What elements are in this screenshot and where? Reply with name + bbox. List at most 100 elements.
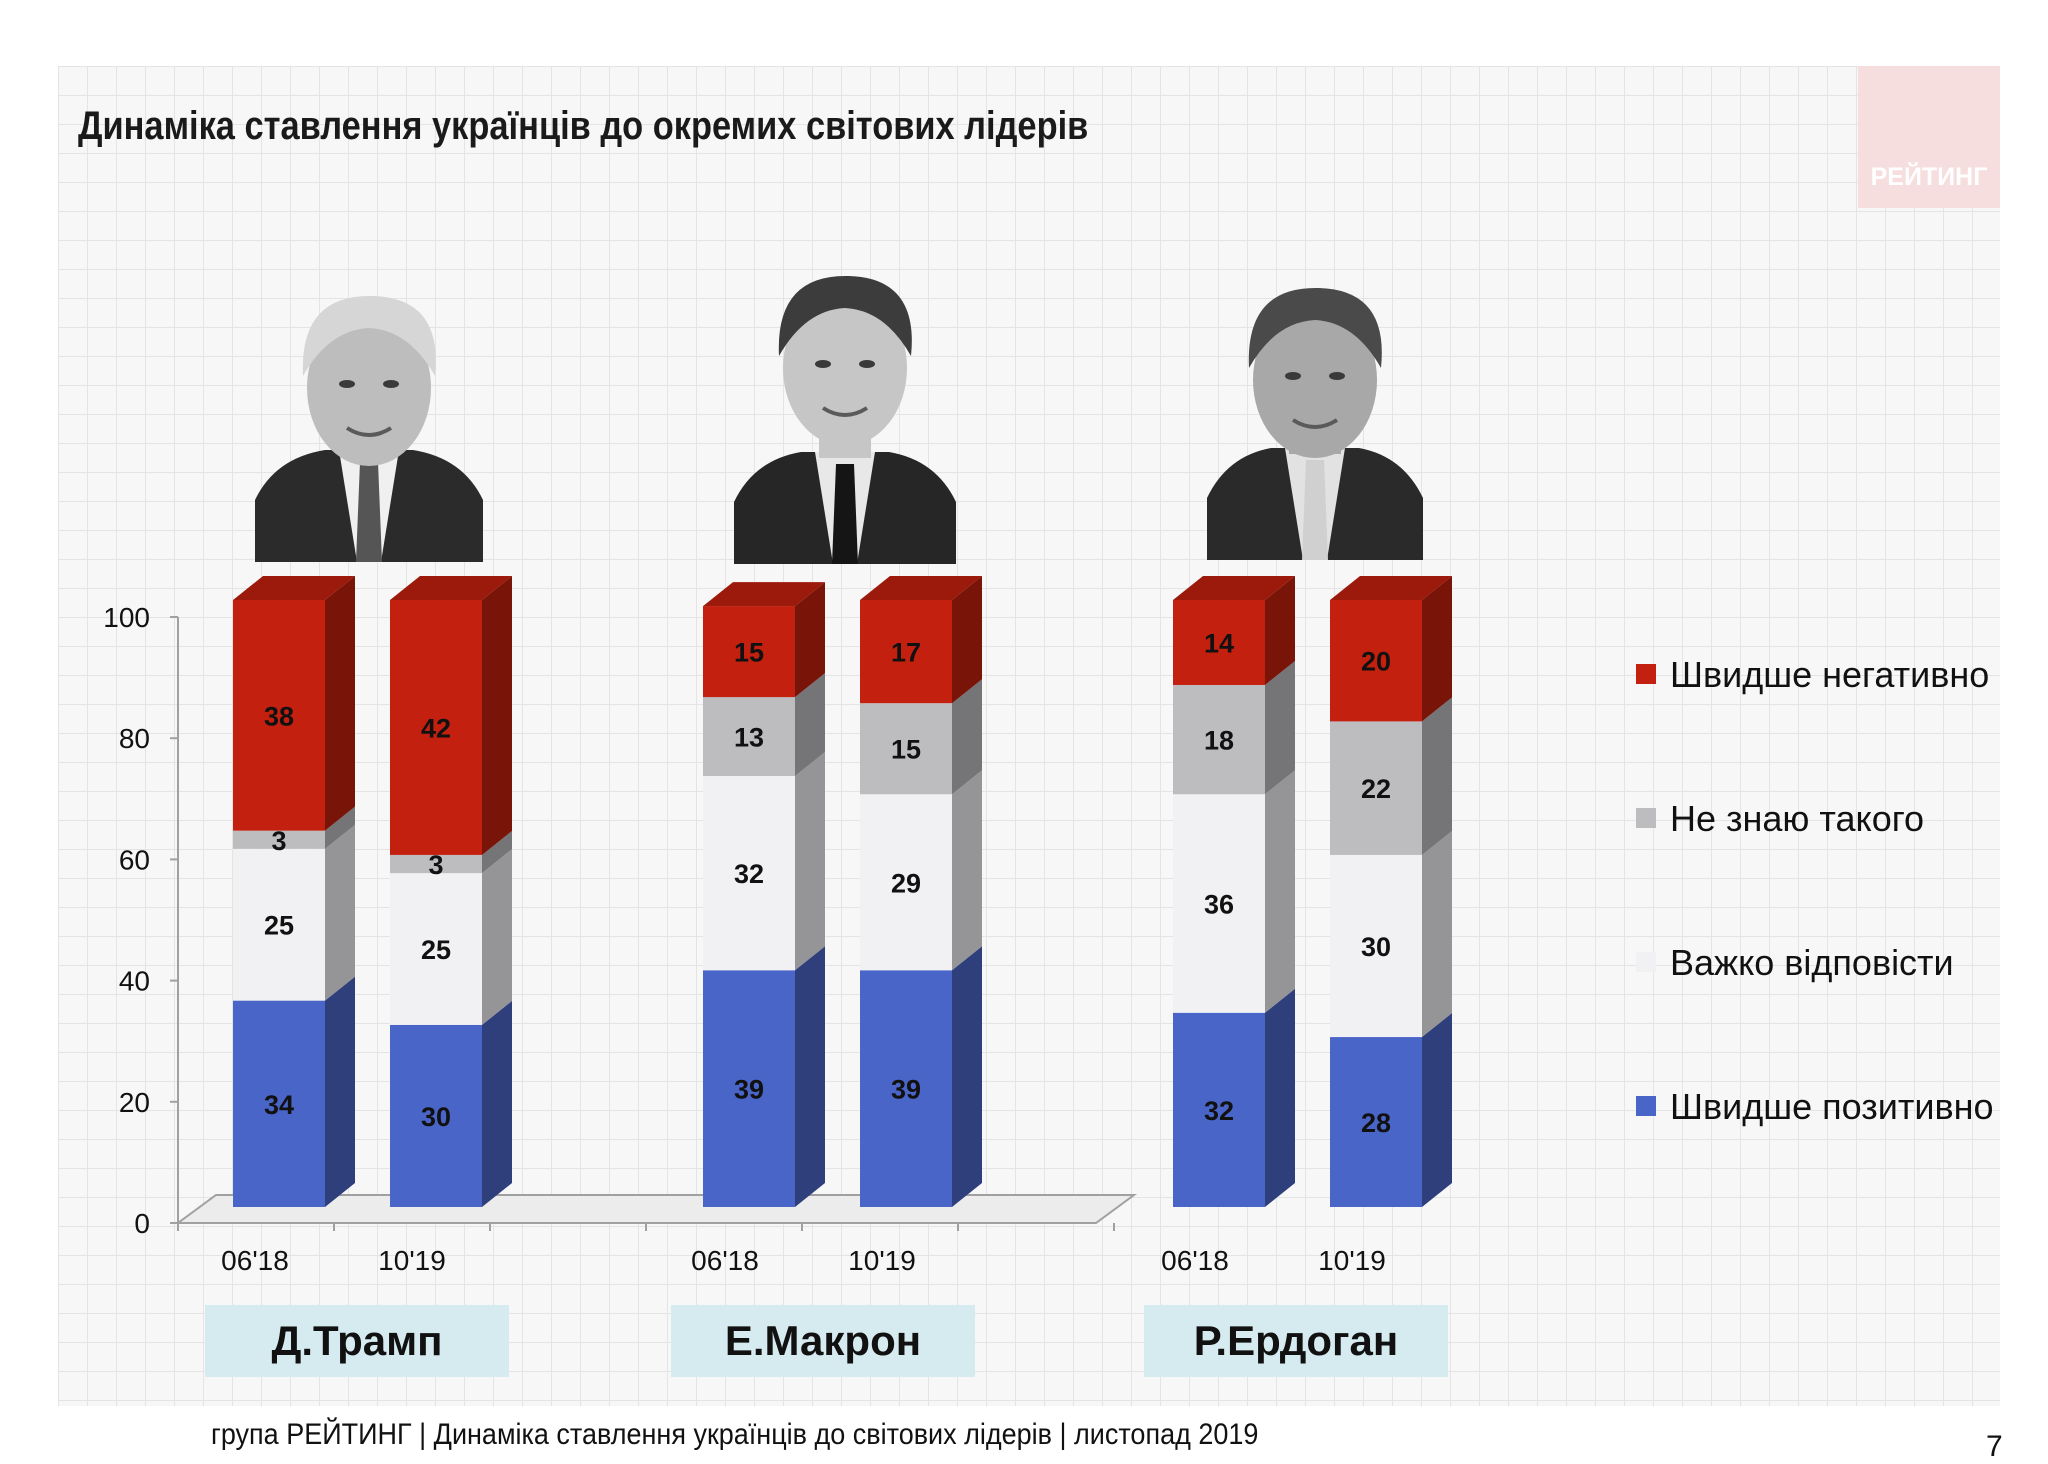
bar-value-label: 29 [891,868,921,898]
bar-front [390,854,482,874]
bar-side [482,849,512,1025]
bar-value-label: 13 [734,723,764,753]
bar-segment: 17 [860,576,982,704]
bar-side [952,679,982,795]
bar-side [795,946,825,1207]
bar-value-label: 34 [264,1090,294,1120]
bar-side [1265,660,1295,795]
chart-bars: 34 25 3 38 30 25 3 42 39 32 13 15 39 29 15 17 32 36 18 14 28… [233,576,1452,1207]
leader-label-trump: Д.Трамп [205,1305,509,1377]
bar-side [325,806,355,849]
bar-value-label: 30 [1361,932,1391,962]
bar-front [1330,600,1422,722]
rating-logo: РЕЙТИНГ [1858,66,2000,208]
bar-value-label: 38 [264,701,294,731]
bar-segment: 22 [1330,697,1452,855]
legend-item: Швидше позитивно [1636,1086,1994,1127]
bar-front [390,1024,482,1207]
bar-side [952,576,982,704]
bar-value-label: 36 [1204,890,1234,920]
bar-segment: 32 [703,752,825,971]
x-tick-label: 10'19 [848,1245,916,1276]
bar-value-label: 25 [264,911,294,941]
bar-segment: 25 [390,849,512,1025]
bar-value-label: 28 [1361,1108,1391,1138]
bar-side [482,1000,512,1207]
bar-side [795,673,825,777]
x-tick-label: 10'19 [1318,1245,1386,1276]
portrait-macron-icon [734,275,956,564]
page-title: Динаміка ставлення українців до окремих … [78,104,1089,148]
bar-side [952,770,982,971]
bar-side [482,830,512,874]
bar-front [233,830,325,849]
bar-segment: 15 [860,679,982,795]
legend-swatch [1636,952,1656,972]
bar-segment: 15 [703,582,825,698]
bar-front [703,606,795,698]
bar-value-label: 32 [1204,1096,1234,1126]
legend-item: Швидше негативно [1636,654,1989,695]
bar-front [860,970,952,1207]
bar-front [860,794,952,971]
bar-top [1330,576,1452,600]
x-tick-label: 10'19 [378,1245,446,1276]
bar-segment: 14 [1173,576,1295,685]
bar-top [703,582,825,607]
page-number: 7 [1986,1430,2003,1463]
legend-swatch [1636,1096,1656,1116]
bar-segment: 25 [233,824,355,1001]
bar-value-label: 42 [421,713,451,743]
legend-item: Важко відповісти [1636,942,1954,983]
bar-side [952,946,982,1207]
bar-side [1422,830,1452,1038]
bar-value-label: 3 [271,826,286,856]
bar-value-label: 30 [421,1102,451,1132]
bar-front [1173,794,1265,1013]
bar-front [390,600,482,855]
bar-side [325,824,355,1001]
bar-segment: 13 [703,673,825,777]
x-tick-label: 06'18 [1161,1245,1229,1276]
bar-segment: 36 [1173,770,1295,1013]
bar-value-label: 14 [1204,628,1234,658]
bar-side [1265,576,1295,685]
legend-label: Важко відповісти [1670,942,1954,983]
bar-value-label: 39 [891,1075,921,1105]
bar-segment: 18 [1173,660,1295,795]
bar-top [390,576,512,600]
bar-value-label: 15 [891,735,921,765]
x-tick-label: 06'18 [691,1245,759,1276]
bar-top [233,576,355,600]
bar-segment: 30 [1330,830,1452,1038]
bar-side [1265,770,1295,1013]
legend-label: Не знаю такого [1670,798,1924,839]
legend-item: Не знаю такого [1636,798,1924,839]
leader-label-erdogan: Р.Ердоган [1144,1305,1448,1377]
bar-front [1330,1037,1422,1207]
bar-front [390,873,482,1025]
y-tick-label: 40 [119,966,150,997]
bar-segment: 3 [233,806,355,856]
bar-value-label: 39 [734,1075,764,1105]
bar-front [860,600,952,704]
y-tick-label: 20 [119,1087,150,1118]
bar-front [860,703,952,795]
bar-segment: 39 [703,946,825,1207]
bar-value-label: 3 [428,850,443,880]
bar-front [703,970,795,1207]
bar-segment: 39 [860,946,982,1207]
bar-top [860,576,982,600]
y-tick-label: 0 [134,1208,150,1239]
bar-side [1422,1013,1452,1207]
x-tick-label: 06'18 [221,1245,289,1276]
bar-front [1173,1012,1265,1207]
bar-side [482,576,512,855]
y-tick-label: 80 [119,723,150,754]
bar-value-label: 22 [1361,774,1391,804]
legend-swatch [1636,664,1656,684]
bar-value-label: 15 [734,638,764,668]
footer-text: група РЕЙТИНГ | Динаміка ставлення украї… [211,1418,1259,1451]
bar-value-label: 20 [1361,647,1391,677]
bar-segment: 32 [1173,988,1295,1207]
